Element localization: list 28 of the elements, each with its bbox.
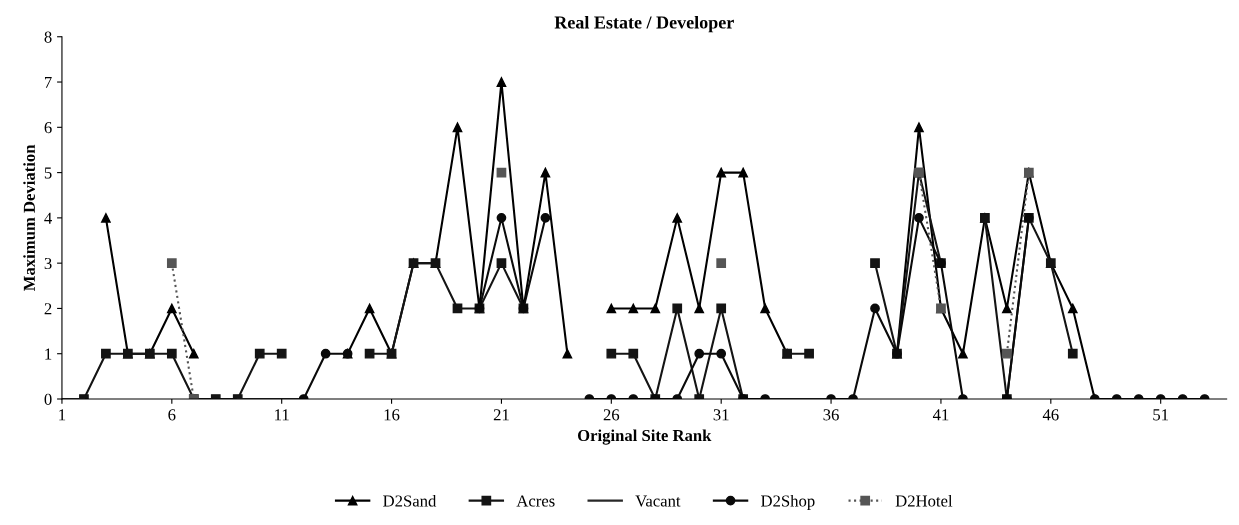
y-tick-label: 3 [44,257,52,270]
x-axis-title: Original Site Rank [577,429,712,445]
y-tick-label: 6 [44,122,52,134]
x-tick-label: 26 [603,409,620,421]
y-tick-label: 0 [44,393,52,405]
x-tick-label: 1 [59,409,66,421]
x-tick-label: 11 [275,409,289,421]
x-tick-label: 46 [1042,409,1059,421]
y-tick-label: 5 [44,167,52,179]
legend-label: Vacant [635,495,681,507]
legend-label: D2Shop [761,494,815,510]
legend-label: D2Hotel [895,494,953,507]
legend-label: Acres [516,495,555,507]
x-tick-label: 31 [713,409,729,421]
y-axis-title: Maximum Deviation [23,144,35,291]
y-tick-label: 8 [44,31,52,43]
x-tick-label: 51 [1153,409,1169,421]
x-tick-label: 6 [168,409,176,421]
y-tick-label: 4 [44,212,52,224]
y-tick-label: 7 [44,76,52,88]
y-tick-label: 2 [44,303,52,315]
x-tick-label: 16 [384,409,400,421]
y-tick-label: 1 [45,348,52,360]
x-tick-label: 21 [493,409,509,421]
x-tick-label: 41 [932,409,949,421]
legend-label: D2Sand [383,494,437,507]
x-tick-label: 36 [823,409,839,421]
chart-title: Real Estate / Developer [554,15,734,33]
